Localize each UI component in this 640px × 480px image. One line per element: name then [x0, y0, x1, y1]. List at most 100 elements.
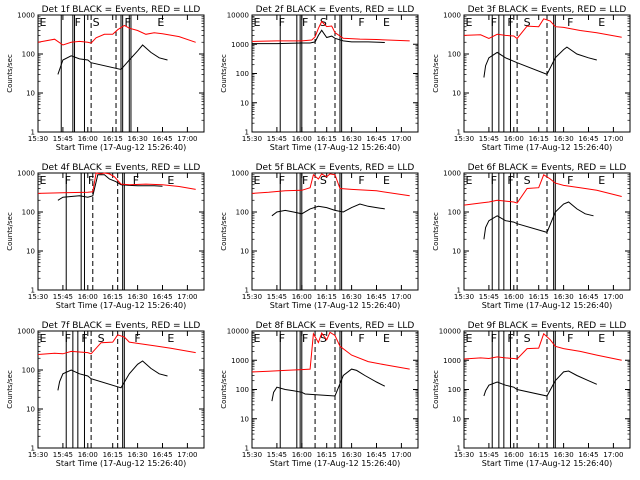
interval-label: F	[65, 174, 71, 187]
interval-label: E	[157, 16, 164, 29]
x-tick-label: 15:30	[454, 293, 474, 301]
interval-label: E	[40, 332, 47, 345]
interval-label: E	[466, 16, 473, 29]
detector-panel-4: Det 4f BLACK = Events, RED = LLD 1 10 100 10…	[6, 163, 205, 310]
interval-label: F	[279, 16, 285, 29]
interval-label: E	[167, 332, 174, 345]
interval-label: F	[507, 174, 513, 187]
y-tick-label: 1	[245, 129, 249, 137]
y-tick-label: 10	[240, 248, 249, 256]
x-tick-label: 15:30	[242, 135, 262, 143]
y-tick-label: 1	[245, 445, 249, 453]
y-tick-label: 10000	[439, 328, 461, 336]
y-tick-label: 10	[452, 90, 461, 98]
x-tick-label: 16:45	[578, 451, 598, 459]
detector-panel-3: Det 3f BLACK = Events, RED = LLD 1 10 100 10…	[432, 5, 631, 152]
interval-label: F	[491, 332, 497, 345]
interval-label: S	[320, 16, 327, 29]
series-lld-line	[251, 331, 410, 373]
y-tick-label: 1	[245, 287, 249, 295]
interval-label: E	[598, 332, 605, 345]
x-tick-label: 17:00	[391, 293, 411, 301]
interval-label: F	[358, 332, 364, 345]
y-axis-label: Counts/sec	[6, 370, 14, 409]
x-tick-label: 16:45	[152, 135, 172, 143]
x-tick-label: 15:45	[479, 135, 499, 143]
x-axis-label: Start Time (17-Aug-12 15:26:40)	[482, 459, 613, 468]
x-tick-label: 16:30	[128, 451, 148, 459]
panel-title: Det 9f BLACK = Events, RED = LLD	[468, 321, 627, 331]
interval-label: E	[383, 16, 390, 29]
y-tick-label: 10	[240, 415, 249, 423]
interval-label: F	[491, 174, 497, 187]
y-tick-label: 1	[31, 129, 35, 137]
x-tick-label: 15:30	[28, 135, 48, 143]
y-tick-label: 1	[457, 129, 461, 137]
y-axis-label: Counts/sec	[432, 54, 440, 93]
y-axis-label: Counts/sec	[220, 370, 228, 409]
y-tick-label: 10	[26, 90, 35, 98]
x-tick-label: 16:30	[342, 293, 362, 301]
interval-label: E	[466, 332, 473, 345]
y-axis-label: Counts/sec	[6, 212, 14, 251]
x-tick-label: 16:30	[342, 451, 362, 459]
panel-title: Det 4f BLACK = Events, RED = LLD	[42, 163, 201, 173]
y-axis-label: Counts/sec	[220, 212, 228, 251]
y-tick-label: 10	[240, 99, 249, 107]
x-tick-label: 16:45	[578, 135, 598, 143]
y-tick-label: 100	[448, 386, 461, 394]
x-axis-label: Start Time (17-Aug-12 15:26:40)	[56, 301, 187, 310]
series-events-line	[483, 370, 597, 397]
x-tick-label: 16:30	[554, 293, 574, 301]
x-tick-label: 16:30	[128, 293, 148, 301]
x-tick-label: 16:30	[554, 451, 574, 459]
panel-title: Det 2f BLACK = Events, RED = LLD	[256, 5, 415, 15]
interval-label: F	[358, 16, 364, 29]
x-axis-label: Start Time (17-Aug-12 15:26:40)	[270, 143, 401, 152]
interval-label: S	[524, 332, 531, 345]
interval-label: E	[167, 174, 174, 187]
y-axis-label: Counts/sec	[6, 54, 14, 93]
x-tick-label: 17:00	[391, 135, 411, 143]
x-tick-label: 15:45	[479, 451, 499, 459]
y-tick-label: 1	[457, 287, 461, 295]
y-tick-label: 100	[22, 209, 35, 217]
series-events-line	[57, 44, 168, 75]
x-tick-label: 16:15	[529, 451, 549, 459]
interval-label: E	[254, 174, 261, 187]
interval-label: E	[254, 332, 261, 345]
x-tick-label: 16:45	[578, 293, 598, 301]
x-tick-label: 15:45	[53, 135, 73, 143]
x-tick-label: 16:30	[342, 135, 362, 143]
interval-label: E	[383, 332, 390, 345]
y-tick-label: 100	[236, 386, 249, 394]
y-tick-label: 10000	[227, 12, 249, 20]
x-tick-label: 16:15	[103, 451, 123, 459]
y-tick-label: 1000	[231, 41, 249, 49]
x-tick-label: 16:00	[292, 135, 312, 143]
y-tick-label: 1000	[443, 12, 461, 20]
x-tick-label: 16:45	[152, 451, 172, 459]
panel-title: Det 6f BLACK = Events, RED = LLD	[468, 163, 627, 173]
x-tick-label: 16:00	[78, 451, 98, 459]
detector-panel-1: Det 1f BLACK = Events, RED = LLD 1 10 100 10…	[6, 5, 205, 152]
x-tick-label: 16:45	[366, 293, 386, 301]
y-tick-label: 100	[236, 209, 249, 217]
series-lld-line	[463, 332, 622, 361]
interval-label: F	[81, 332, 87, 345]
x-tick-label: 16:45	[366, 135, 386, 143]
x-tick-label: 16:30	[554, 135, 574, 143]
x-tick-label: 16:15	[103, 293, 123, 301]
x-tick-label: 15:45	[267, 135, 287, 143]
interval-label: E	[598, 16, 605, 29]
y-tick-label: 1000	[17, 12, 35, 20]
detector-panel-8: Det 8f BLACK = Events, RED = LLD 1 10 100 10…	[220, 321, 419, 468]
y-tick-label: 1000	[231, 357, 249, 365]
y-tick-label: 100	[448, 209, 461, 217]
interval-label: F	[279, 174, 285, 187]
y-tick-label: 100	[236, 70, 249, 78]
interval-label: S	[320, 174, 327, 187]
y-tick-label: 10	[452, 248, 461, 256]
x-axis-label: Start Time (17-Aug-12 15:26:40)	[56, 143, 187, 152]
